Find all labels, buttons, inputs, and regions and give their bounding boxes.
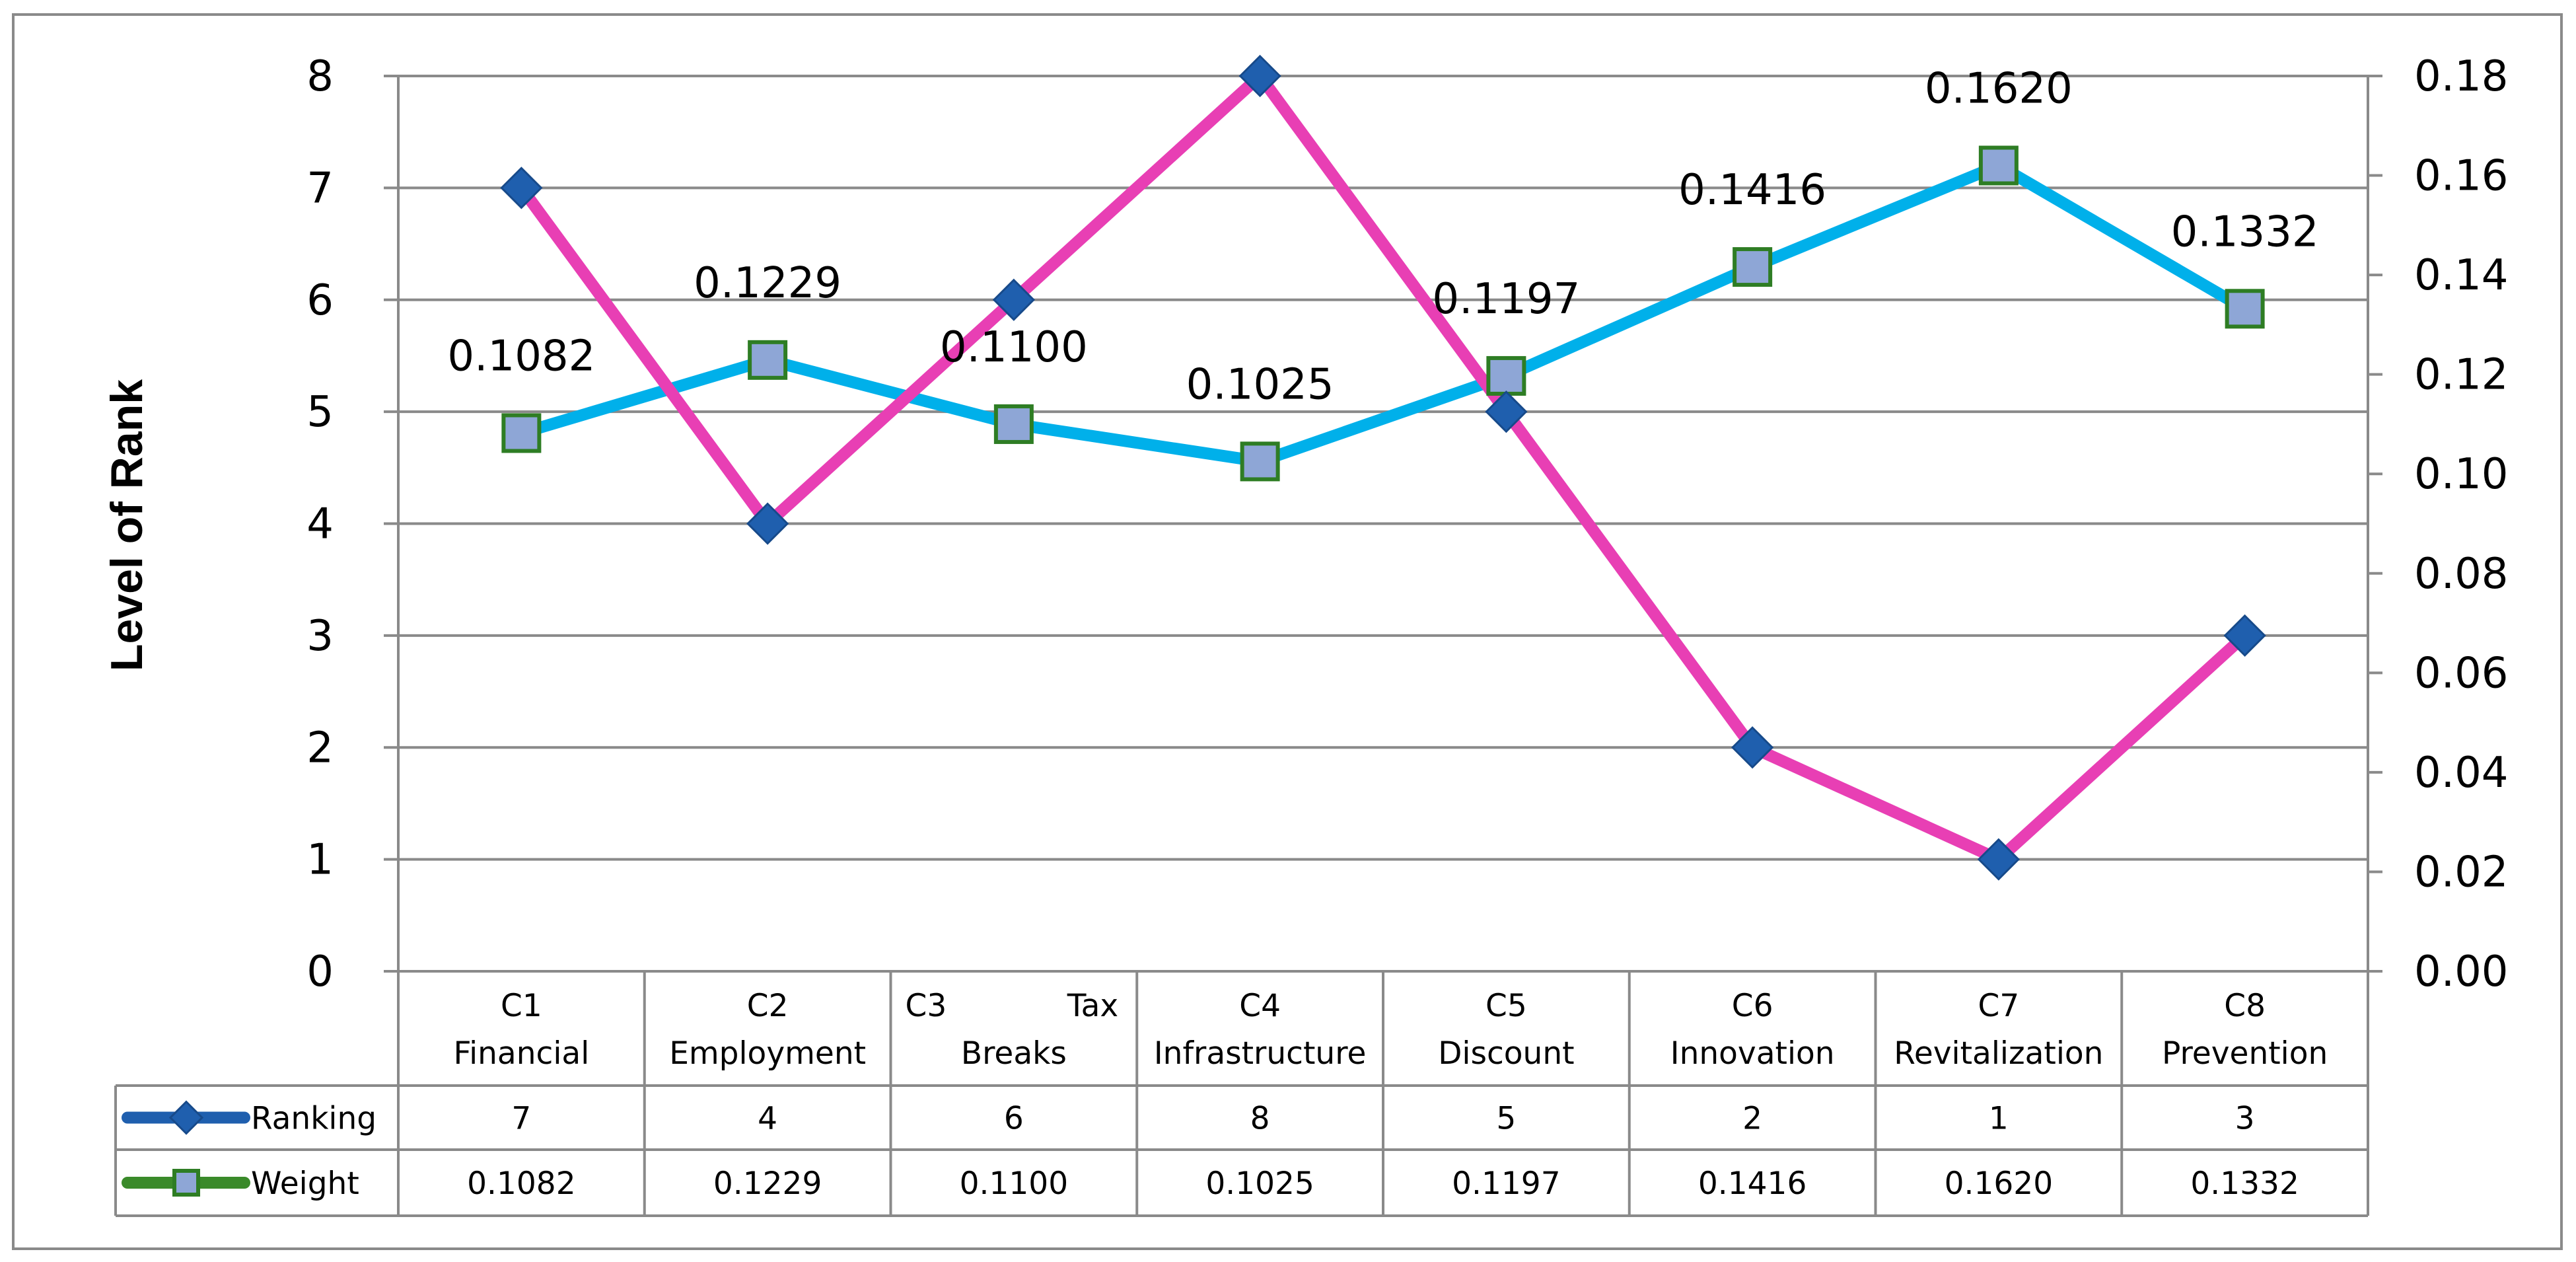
right-tick-label: 0.04 (2414, 749, 2509, 798)
weight-point (748, 340, 788, 380)
weight-point (501, 413, 542, 453)
ranking-point (2223, 614, 2266, 657)
weight-data-label: 0.1416 (1678, 166, 1826, 215)
table-cell: 0.1025 (1205, 1166, 1314, 1202)
table-cell: 0.1082 (467, 1166, 575, 1202)
table-cell: 0.1332 (2190, 1166, 2299, 1202)
series (500, 54, 2266, 881)
category-label: C5 (1485, 988, 1527, 1024)
category-label: Tax (1067, 988, 1119, 1024)
data-labels: 0.1082 0.1229 0.1100 0.1025 0.1197 0.1416 0.16… (447, 65, 2318, 410)
category-label: C7 (1978, 988, 2020, 1024)
legend-marker-ranking (168, 1100, 204, 1135)
category-label: Breaks (961, 1035, 1067, 1072)
weight-point (1733, 247, 1773, 287)
chart-border (12, 13, 2563, 1250)
axes: 0 1 2 3 4 5 6 7 8 0.00 0.02 0.04 0.06 0.08 0.10 0.12 0.1… (306, 52, 2508, 996)
series-line-weight (515, 159, 2251, 468)
ranking-point (1485, 390, 1528, 433)
category-label: Financial (453, 1035, 589, 1072)
category-label: C2 (747, 988, 789, 1024)
left-tick-label: 6 (306, 276, 334, 325)
table-cell: 5 (1496, 1101, 1516, 1137)
category-label: Employment (669, 1035, 866, 1072)
legend-label-weight: Weight (251, 1166, 359, 1202)
category-label: Revitalization (1894, 1035, 2103, 1072)
category-label: Innovation (1670, 1035, 1835, 1072)
table-cell: 2 (1742, 1101, 1762, 1137)
y-axis-label: Level of Rank (102, 379, 152, 671)
right-tick-label: 0.14 (2414, 251, 2509, 300)
weight-data-label: 0.1025 (1186, 360, 1334, 409)
legend-marker-weight (172, 1169, 200, 1197)
weight-data-label: 0.1197 (1432, 275, 1580, 324)
ranking-point (992, 278, 1035, 321)
weight-point (1486, 355, 1526, 396)
ranking-point (1977, 838, 2020, 881)
table-cell: 8 (1250, 1101, 1270, 1137)
category-label: Discount (1438, 1035, 1574, 1072)
category-label: Prevention (2162, 1035, 2328, 1072)
right-tick-label: 0.06 (2414, 649, 2509, 698)
category-label: C1 (501, 988, 542, 1024)
table-cell: 7 (511, 1101, 531, 1137)
right-tick-label: 0.08 (2414, 550, 2509, 599)
ranking-point (500, 167, 543, 209)
table-cell: 4 (758, 1101, 777, 1137)
weight-data-label: 0.1082 (447, 332, 595, 381)
left-tick-label: 7 (306, 164, 334, 213)
left-tick-label: 5 (306, 388, 334, 437)
table-cell: 0.1416 (1698, 1166, 1807, 1202)
right-tick-label: 0.00 (2414, 947, 2509, 996)
ranking-point (746, 502, 789, 545)
right-tick-label: 0.10 (2414, 450, 2509, 499)
left-tick-label: 0 (306, 947, 334, 996)
table-cell: 1 (1989, 1101, 2009, 1137)
table-cell: 6 (1004, 1101, 1024, 1137)
weight-point (1978, 145, 2019, 186)
table-cell: 0.1197 (1452, 1166, 1560, 1202)
weight-point (2225, 289, 2265, 329)
right-tick-label: 0.18 (2414, 52, 2509, 101)
table-cell: 0.1229 (713, 1166, 822, 1202)
category-label: C8 (2224, 988, 2266, 1024)
legend-label-ranking: Ranking (251, 1101, 376, 1137)
category-label: Infrastructure (1154, 1035, 1367, 1072)
table-cell: 3 (2235, 1101, 2255, 1137)
weight-data-label: 0.1100 (940, 323, 1088, 372)
table-cell: 0.1620 (1945, 1166, 2053, 1202)
weight-data-label: 0.1620 (1925, 65, 2073, 114)
left-tick-label: 3 (306, 612, 334, 661)
ranking-point (1238, 54, 1281, 98)
left-tick-label: 1 (306, 836, 334, 885)
table-cell: 0.1100 (960, 1166, 1068, 1202)
weight-point (1240, 441, 1280, 482)
category-label: C3 (906, 988, 947, 1024)
weight-data-label: 0.1332 (2171, 207, 2319, 256)
category-label: C6 (1732, 988, 1773, 1024)
right-tick-label: 0.16 (2414, 152, 2509, 201)
category-label: C4 (1239, 988, 1281, 1024)
series-line-ranking (515, 70, 2251, 866)
left-tick-label: 2 (306, 724, 334, 772)
left-tick-label: 4 (306, 500, 334, 549)
right-tick-label: 0.02 (2414, 848, 2509, 897)
weight-data-label: 0.1229 (694, 259, 841, 308)
weight-point (993, 404, 1034, 444)
ranking-point (1731, 726, 1774, 769)
right-tick-label: 0.12 (2414, 351, 2509, 400)
left-tick-label: 8 (306, 52, 334, 101)
